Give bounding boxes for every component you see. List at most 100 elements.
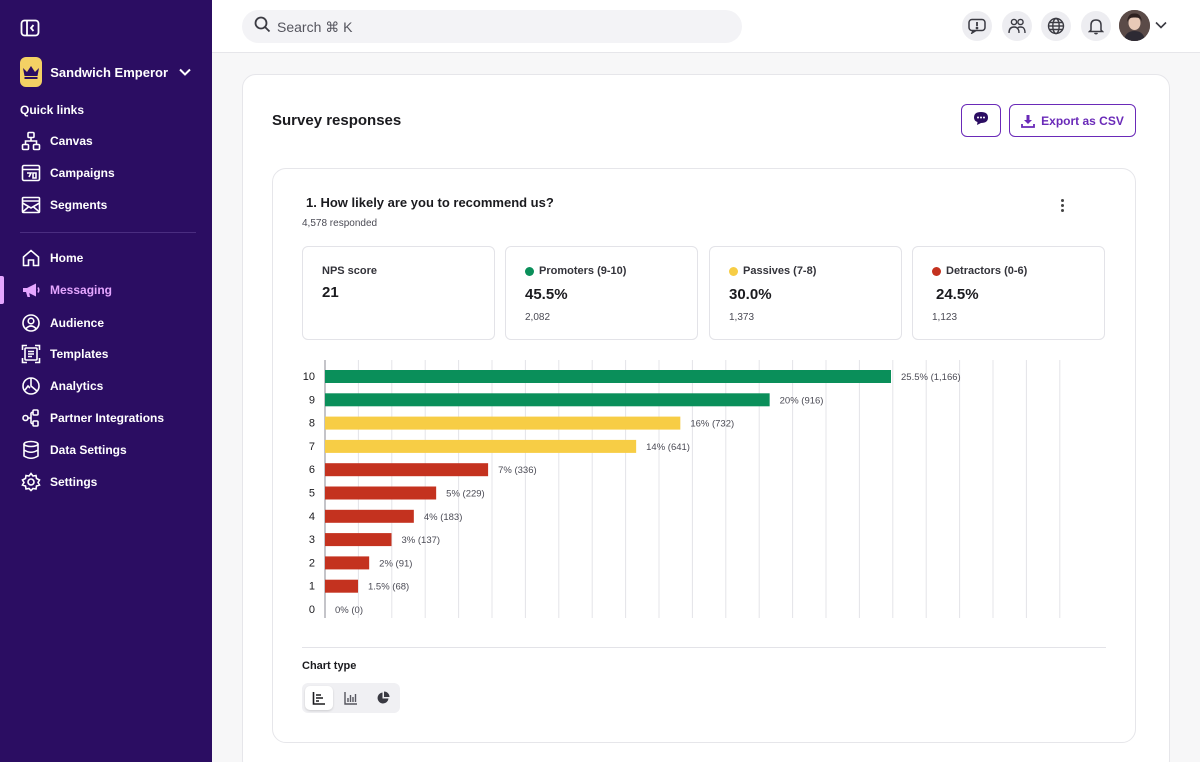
- detractor-dot-icon: [932, 266, 941, 276]
- stat-count: 1,373: [729, 312, 755, 323]
- sidebar-item-label: Home: [50, 251, 84, 265]
- chart-category-label: 1: [309, 581, 315, 593]
- chart-data-label: 5% (229): [446, 489, 485, 500]
- stat-label: Promoters (9-10): [525, 265, 626, 277]
- chart-data-label: 3% (137): [402, 535, 441, 546]
- chart-category-label: 0: [309, 604, 315, 616]
- sidebar-item-label: Segments: [50, 198, 108, 212]
- more-options-icon[interactable]: [1054, 196, 1070, 214]
- search-bar[interactable]: [242, 10, 742, 43]
- stat-label-text: NPS score: [322, 265, 378, 277]
- promoter-dot-icon: [525, 266, 534, 276]
- workspace-switcher[interactable]: Sandwich Emperor: [20, 56, 192, 88]
- chart-bar: [325, 509, 414, 523]
- vertical-bar-chart-icon: [344, 692, 357, 705]
- stat-label-text: Passives (7-8): [743, 265, 817, 277]
- chart-data-label: 7% (336): [498, 465, 537, 476]
- avatar[interactable]: [1119, 10, 1150, 41]
- horizontal-bar-chart-button[interactable]: [305, 686, 333, 710]
- stat-card-detractors: Detractors (0-6) 24.5% 1,123: [912, 246, 1105, 340]
- sidebar-item-templates[interactable]: Templates: [20, 342, 200, 366]
- sidebar-item-segments[interactable]: Segments: [20, 193, 200, 217]
- sidebar-item-label: Analytics: [50, 379, 104, 393]
- chart-bar: [325, 556, 370, 570]
- question-title: 1. How likely are you to recommend us?: [306, 195, 554, 210]
- stat-label-text: Promoters (9-10): [539, 265, 627, 277]
- sidebar-item-settings[interactable]: Settings: [20, 470, 200, 494]
- chart-category-label: 6: [309, 464, 315, 476]
- chart-category-label: 10: [303, 371, 315, 383]
- sidebar-item-canvas[interactable]: Canvas: [20, 129, 200, 153]
- comment-icon: [973, 111, 989, 131]
- chart-data-label: 4% (183): [424, 512, 463, 523]
- search-input[interactable]: [277, 18, 577, 35]
- stat-count: 1,123: [932, 312, 958, 323]
- database-icon: [20, 439, 42, 461]
- chart-category-label: 9: [309, 394, 315, 406]
- pie-chart-button[interactable]: [369, 686, 397, 710]
- download-icon: [1021, 114, 1036, 128]
- chevron-down-icon: [178, 65, 192, 79]
- chart-bar: [325, 393, 770, 407]
- sidebar-item-audience[interactable]: Audience: [20, 311, 200, 335]
- crown-icon: [20, 57, 43, 87]
- sidebar-item-partner-integrations[interactable]: Partner Integrations: [20, 406, 200, 430]
- sidebar-item-label: Data Settings: [50, 443, 127, 457]
- stat-label: Detractors (0-6): [932, 265, 1027, 277]
- sidebar-item-campaigns[interactable]: Campaigns: [20, 161, 200, 185]
- sidebar-item-analytics[interactable]: Analytics: [20, 374, 200, 398]
- chart-category-label: 5: [309, 488, 315, 500]
- vertical-bar-chart-button[interactable]: [337, 686, 365, 710]
- chart-bar: [325, 439, 637, 453]
- chevron-down-icon[interactable]: [1154, 18, 1168, 32]
- stat-value: 45.5%: [525, 286, 568, 303]
- pie-chart-icon: [377, 691, 390, 704]
- chart-bar: [325, 486, 437, 500]
- top-bar: [212, 0, 1200, 53]
- chart-type-selector: [302, 683, 400, 713]
- home-icon: [20, 247, 42, 269]
- chart-bar: [325, 416, 681, 430]
- sidebar-item-home[interactable]: Home: [20, 246, 200, 270]
- gear-icon: [20, 471, 42, 493]
- sidebar-collapse-icon[interactable]: [20, 18, 40, 38]
- chart-bar: [325, 463, 489, 477]
- stat-value: 21: [322, 284, 339, 301]
- quick-links-label: Quick links: [20, 103, 85, 117]
- stat-card-promoters: Promoters (9-10) 45.5% 2,082: [505, 246, 698, 340]
- sidebar-item-label: Messaging: [50, 283, 113, 297]
- chart-data-label: 14% (641): [646, 442, 690, 453]
- responded-count: 4,578 responded: [302, 218, 378, 229]
- megaphone-icon: [20, 279, 42, 301]
- bell-icon[interactable]: [1081, 11, 1111, 41]
- chart-category-label: 8: [309, 418, 315, 430]
- stat-label: NPS score: [322, 265, 377, 277]
- campaigns-icon: [20, 162, 42, 184]
- sidebar-item-label: Partner Integrations: [50, 411, 165, 425]
- chart-category-label: 3: [309, 534, 315, 546]
- globe-icon[interactable]: [1041, 11, 1071, 41]
- comment-button[interactable]: [961, 104, 1001, 137]
- chart-type-label: Chart type: [302, 660, 357, 672]
- workspace-name: Sandwich Emperor: [50, 64, 168, 80]
- sidebar-divider: [20, 232, 196, 233]
- chart-data-label: 20% (916): [780, 395, 824, 406]
- templates-icon: [20, 343, 42, 365]
- sidebar-item-label: Settings: [50, 475, 98, 489]
- stat-label-text: Detractors (0-6): [946, 265, 1028, 277]
- segments-icon: [20, 194, 42, 216]
- sidebar: Sandwich Emperor Quick links Canvas Camp…: [0, 0, 212, 762]
- sidebar-item-data-settings[interactable]: Data Settings: [20, 438, 200, 462]
- chart-bar: [325, 579, 359, 593]
- alert-icon[interactable]: [962, 11, 992, 41]
- stat-value: 30.0%: [729, 286, 772, 303]
- sidebar-item-label: Canvas: [50, 134, 93, 148]
- chart-category-label: 4: [309, 511, 315, 523]
- chart-category-label: 2: [309, 557, 315, 569]
- sidebar-item-messaging[interactable]: Messaging: [20, 278, 200, 302]
- people-icon[interactable]: [1002, 11, 1032, 41]
- stat-label: Passives (7-8): [729, 265, 816, 277]
- stat-value: 24.5%: [936, 286, 979, 303]
- export-csv-button[interactable]: Export as CSV: [1009, 104, 1136, 137]
- stat-card-passives: Passives (7-8) 30.0% 1,373: [709, 246, 902, 340]
